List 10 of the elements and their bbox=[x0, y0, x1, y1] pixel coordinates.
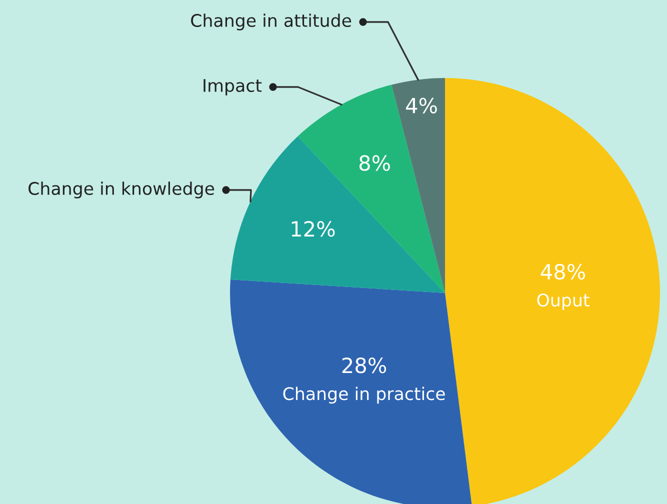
data-label: 4% bbox=[406, 98, 437, 114]
slice-label: Impact bbox=[204, 79, 262, 96]
slice-label: Ouput bbox=[537, 293, 590, 310]
data-label: 28% bbox=[342, 357, 386, 374]
data-label: 8% bbox=[359, 155, 390, 171]
slice-label: Change in practice bbox=[283, 386, 445, 404]
slice-label: Change in knowledge bbox=[28, 182, 214, 198]
data-label: 12% bbox=[292, 221, 335, 237]
data-label: 48% bbox=[540, 264, 586, 280]
slice-label: Change in attitude bbox=[191, 14, 352, 30]
